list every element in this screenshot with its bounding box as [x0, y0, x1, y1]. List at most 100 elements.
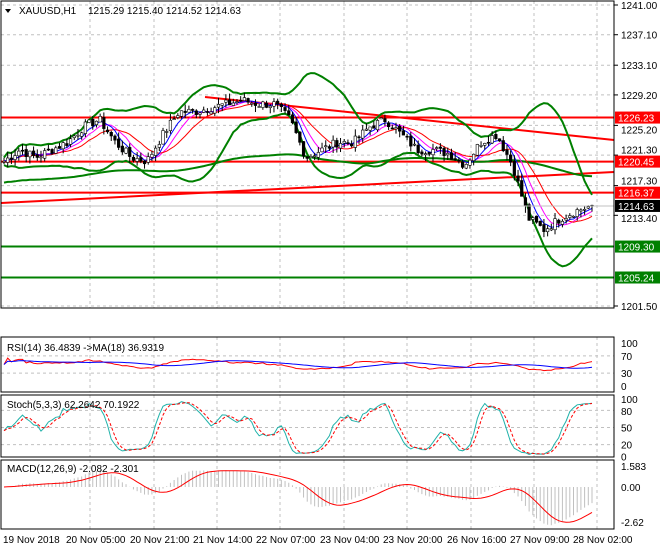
- candle: [309, 156, 313, 159]
- candle: [102, 117, 106, 129]
- rsi-tick-label: 100: [621, 339, 638, 350]
- candle: [216, 104, 221, 108]
- candle: [91, 118, 95, 127]
- level-label: 1216.37: [618, 189, 655, 200]
- candle: [361, 129, 365, 139]
- candle: [331, 139, 335, 148]
- rsi-tick-label: 70: [621, 352, 633, 363]
- candle: [438, 146, 442, 149]
- candle: [412, 143, 417, 146]
- level-label: 1205.24: [618, 274, 655, 285]
- candle: [287, 110, 291, 116]
- macd-signal-line: [3, 470, 593, 523]
- stoch-signal-line: [3, 402, 593, 455]
- candle: [113, 135, 117, 141]
- current-price-bg: [615, 199, 660, 212]
- candle: [372, 125, 376, 129]
- candle: [387, 122, 391, 128]
- candle: [464, 164, 468, 169]
- candle: [50, 149, 54, 154]
- candle: [39, 156, 43, 159]
- candle: [431, 149, 435, 156]
- price-tick-label: 1237.10: [621, 31, 658, 42]
- candle: [9, 157, 13, 160]
- candle: [546, 228, 550, 233]
- candle: [253, 102, 258, 106]
- candle: [571, 215, 576, 218]
- candle: [268, 105, 272, 108]
- candle: [261, 101, 265, 108]
- time-tick-label: 23 Nov 20:00: [383, 535, 443, 546]
- time-tick-label: 23 Nov 04:00: [320, 535, 380, 546]
- candle: [109, 132, 113, 137]
- macd-label: MACD(12,26,9) -2.082 -2.301: [7, 464, 139, 475]
- candle: [72, 135, 76, 139]
- candle: [120, 145, 124, 153]
- candle: [165, 131, 169, 133]
- rsi-tick-label: 30: [621, 369, 633, 380]
- candle: [246, 98, 250, 103]
- candle: [294, 121, 298, 133]
- time-tick-label: 27 Nov 09:00: [510, 535, 570, 546]
- price-tick-label: 1233.10: [621, 61, 658, 72]
- candle: [202, 109, 206, 113]
- level-label: 1209.30: [618, 243, 655, 254]
- price-tick-label: 1217.30: [621, 177, 658, 188]
- candle: [76, 134, 80, 137]
- candle: [435, 147, 439, 149]
- header-symbol: XAUUSD,H1: [19, 6, 77, 17]
- panel-border-3: [0, 459, 615, 530]
- rsi-ma-line: [3, 360, 593, 369]
- price-tick-label: 1225.20: [621, 126, 658, 137]
- candle: [172, 118, 176, 121]
- candle: [298, 131, 302, 143]
- dropdown-triangle-icon[interactable]: [5, 9, 11, 13]
- candle: [154, 147, 158, 156]
- candle: [350, 143, 354, 147]
- stoch-tick-label: 0: [621, 453, 627, 464]
- candle: [161, 130, 165, 145]
- candle: [146, 156, 150, 163]
- candle: [264, 102, 269, 108]
- candle: [398, 125, 402, 132]
- candle: [401, 130, 405, 136]
- candle: [61, 142, 65, 150]
- candle: [313, 155, 317, 158]
- candle: [483, 143, 487, 146]
- candle: [179, 110, 184, 117]
- candle: [394, 127, 398, 130]
- candle: [523, 197, 528, 207]
- candle: [320, 147, 324, 153]
- candle: [83, 121, 87, 134]
- price-tick-label: 1201.50: [621, 302, 658, 313]
- candle: [124, 147, 128, 154]
- candle: [568, 215, 572, 218]
- price-chart[interactable]: [0, 72, 615, 279]
- ma-mid: [3, 101, 593, 226]
- panel-border-0: [0, 0, 615, 309]
- candle: [301, 141, 306, 157]
- bollinger-middle: [3, 153, 593, 184]
- time-tick-label: 20 Nov 05:00: [66, 535, 126, 546]
- candle: [586, 206, 590, 209]
- candle: [375, 120, 380, 131]
- candle: [2, 161, 6, 163]
- level-label: 1226.23: [618, 114, 655, 125]
- candle: [453, 158, 457, 161]
- candle: [43, 150, 47, 159]
- candle: [290, 114, 295, 124]
- level-label-bg: [615, 155, 660, 168]
- candle: [242, 97, 246, 101]
- macd-tick-label: -2.62: [621, 518, 644, 529]
- bollinger-upper: [3, 72, 593, 196]
- candle: [20, 149, 25, 152]
- candle: [353, 135, 357, 148]
- candle: [105, 129, 110, 133]
- stoch-main-line: [3, 401, 593, 455]
- candle: [472, 153, 476, 161]
- candle: [205, 111, 209, 113]
- candle: [497, 138, 502, 142]
